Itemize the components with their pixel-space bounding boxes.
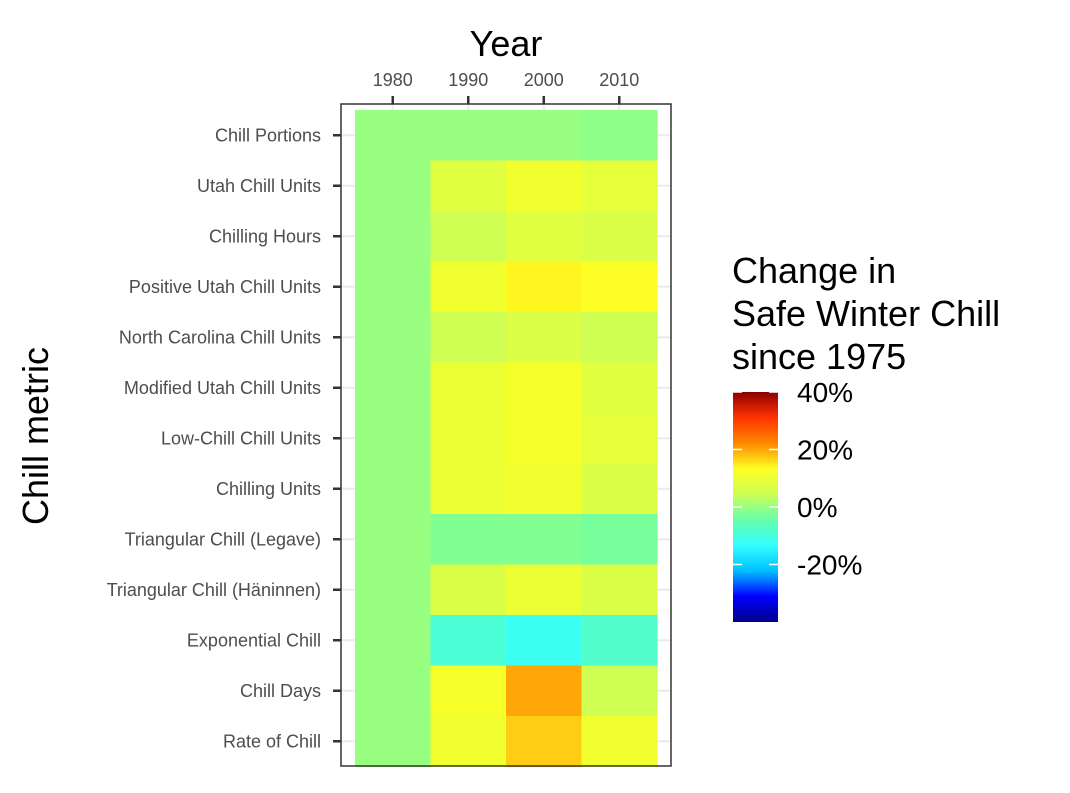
heatmap-cell xyxy=(355,615,432,667)
heatmap-cell xyxy=(506,110,583,162)
heatmap-cell xyxy=(581,110,658,162)
heatmap-cell xyxy=(506,261,583,313)
heatmap-cell xyxy=(581,362,658,414)
x-axis-title: Year xyxy=(470,23,543,64)
heatmap-cell xyxy=(581,615,658,667)
y-axis-title: Chill metric xyxy=(15,347,56,525)
heatmap-cell xyxy=(430,160,507,212)
heatmap-cell xyxy=(355,362,432,414)
heatmap-cell xyxy=(581,261,658,313)
y-tick-label: Chill Portions xyxy=(215,125,321,145)
y-tick-label: Triangular Chill (Häninnen) xyxy=(107,580,321,600)
y-tick-label: Utah Chill Units xyxy=(197,176,321,196)
plot-panel-border xyxy=(340,103,672,767)
y-tick-label: Chilling Units xyxy=(216,479,321,499)
heatmap-cell xyxy=(506,312,583,364)
legend-tick-label: 0% xyxy=(797,492,837,523)
heatmap-cell xyxy=(355,110,432,162)
y-tick-label: Low-Chill Chill Units xyxy=(161,428,321,448)
heatmap-cell xyxy=(355,261,432,313)
heatmap-cell xyxy=(430,312,507,364)
heatmap-cell xyxy=(506,463,583,515)
heatmap-cell xyxy=(430,514,507,566)
legend-tick-label: 40% xyxy=(797,377,853,408)
heatmap-cell xyxy=(506,413,583,465)
heatmap-cell xyxy=(355,413,432,465)
heatmap-cell xyxy=(430,615,507,667)
y-tick-label: Chilling Hours xyxy=(209,226,321,246)
heatmap-cell xyxy=(581,211,658,263)
heatmap-cell xyxy=(430,110,507,162)
y-tick-label: Chill Days xyxy=(240,681,321,701)
heatmap-cell xyxy=(355,564,432,616)
y-tick-label: Triangular Chill (Legave) xyxy=(125,529,321,549)
heatmap-cell xyxy=(430,261,507,313)
heatmap-cell xyxy=(506,564,583,616)
heatmap-cell xyxy=(506,514,583,566)
heatmap-cell xyxy=(506,615,583,667)
heatmap-cell xyxy=(355,514,432,566)
heatmap-cell xyxy=(581,514,658,566)
heatmap-cell xyxy=(430,564,507,616)
x-tick-label: 2000 xyxy=(524,70,564,90)
legend-title-line: Change in xyxy=(732,250,896,291)
heatmap-cell xyxy=(506,716,583,768)
legend-tick-label: 20% xyxy=(797,435,853,466)
y-tick-label: Positive Utah Chill Units xyxy=(129,277,321,297)
legend-title-line: Safe Winter Chill xyxy=(732,293,1000,334)
legend-title-line: since 1975 xyxy=(732,336,906,377)
heatmap-cell xyxy=(430,211,507,263)
heatmap-cell xyxy=(581,413,658,465)
heatmap-cell xyxy=(581,564,658,616)
y-tick-label: North Carolina Chill Units xyxy=(119,327,321,347)
heatmap-cell xyxy=(355,665,432,717)
x-tick-label: 2010 xyxy=(599,70,639,90)
heatmap-cell xyxy=(355,312,432,364)
heatmap-cell xyxy=(355,716,432,768)
heatmap-cell xyxy=(506,160,583,212)
heatmap-cell xyxy=(355,211,432,263)
axes: 1980 1990 2000 2010 Chill Portions Utah Chill… xyxy=(107,70,672,767)
x-tick-label: 1980 xyxy=(373,70,413,90)
legend-tick-label: -20% xyxy=(797,550,862,581)
heatmap-cells xyxy=(355,110,658,768)
heatmap-cell xyxy=(430,716,507,768)
heatmap-cell xyxy=(355,463,432,515)
heatmap-cell xyxy=(581,665,658,717)
x-tick-label: 1990 xyxy=(448,70,488,90)
heatmap-cell xyxy=(430,665,507,717)
heatmap-cell xyxy=(581,312,658,364)
heatmap-cell xyxy=(581,716,658,768)
heatmap-cell xyxy=(355,160,432,212)
heatmap-cell xyxy=(581,463,658,515)
y-tick-label: Modified Utah Chill Units xyxy=(124,378,321,398)
heatmap-cell xyxy=(430,463,507,515)
y-tick-label: Exponential Chill xyxy=(187,630,321,650)
heatmap-cell xyxy=(506,362,583,414)
heatmap-cell xyxy=(430,413,507,465)
heatmap-cell xyxy=(506,665,583,717)
heatmap-cell xyxy=(581,160,658,212)
heatmap-cell xyxy=(506,211,583,263)
y-tick-label: Rate of Chill xyxy=(223,731,321,751)
heatmap-cell xyxy=(430,362,507,414)
